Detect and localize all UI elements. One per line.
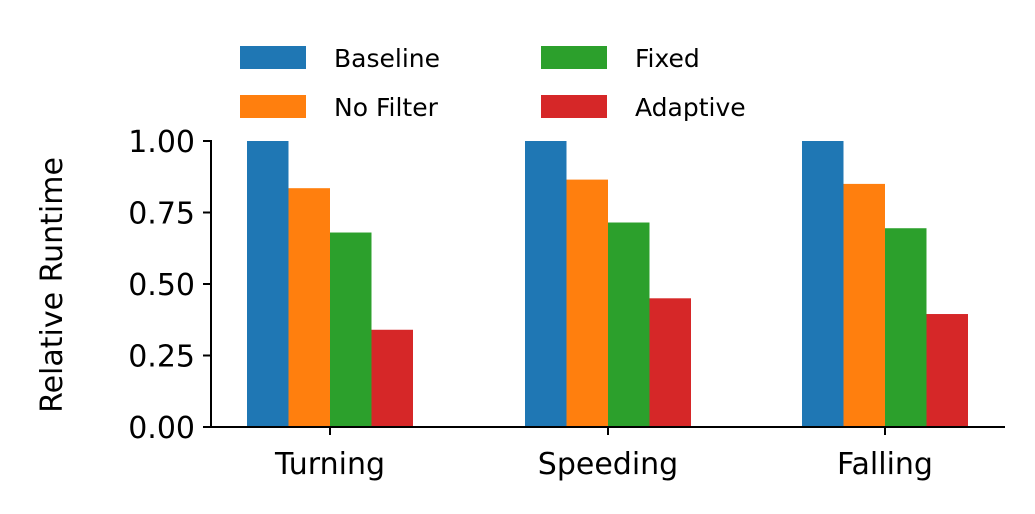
bar-baseline-speeding — [525, 141, 567, 427]
bar-adaptive-falling — [926, 314, 968, 427]
y-axis: 0.00 0.25 0.50 0.75 1.00 — [128, 125, 212, 446]
x-axis: Turning Speeding Falling — [210, 426, 1005, 482]
bar-baseline-falling — [802, 141, 844, 427]
legend-swatch-no-filter — [240, 95, 306, 118]
legend-swatch-adaptive — [541, 95, 607, 118]
y-tick-label: 0.50 — [128, 268, 195, 303]
x-tick-label: Falling — [837, 447, 933, 482]
legend-label-fixed: Fixed — [635, 44, 700, 73]
bar-no-filter-turning — [288, 188, 330, 427]
bar-fixed-falling — [885, 228, 927, 427]
legend: Baseline No Filter Fixed Adaptive — [240, 44, 746, 122]
bar-baseline-turning — [247, 141, 289, 427]
bar-no-filter-speeding — [566, 179, 608, 427]
bar-no-filter-falling — [843, 183, 885, 427]
y-tick-label: 0.75 — [128, 197, 195, 232]
x-tick-label: Speeding — [538, 447, 678, 482]
y-tick-label: 1.00 — [128, 125, 195, 160]
bar-adaptive-speeding — [649, 298, 691, 427]
y-tick-label: 0.00 — [128, 411, 195, 446]
x-tick-label: Turning — [274, 447, 385, 482]
legend-label-baseline: Baseline — [334, 44, 440, 73]
legend-swatch-fixed — [541, 46, 607, 69]
y-axis-title: Relative Runtime — [35, 157, 70, 413]
bar-fixed-speeding — [608, 222, 650, 427]
bars-group — [247, 141, 968, 427]
bar-fixed-turning — [330, 232, 372, 427]
legend-label-adaptive: Adaptive — [635, 93, 746, 122]
legend-label-no-filter: No Filter — [334, 93, 439, 122]
y-tick-label: 0.25 — [128, 340, 195, 375]
bar-adaptive-turning — [371, 329, 413, 427]
legend-swatch-baseline — [240, 46, 306, 69]
